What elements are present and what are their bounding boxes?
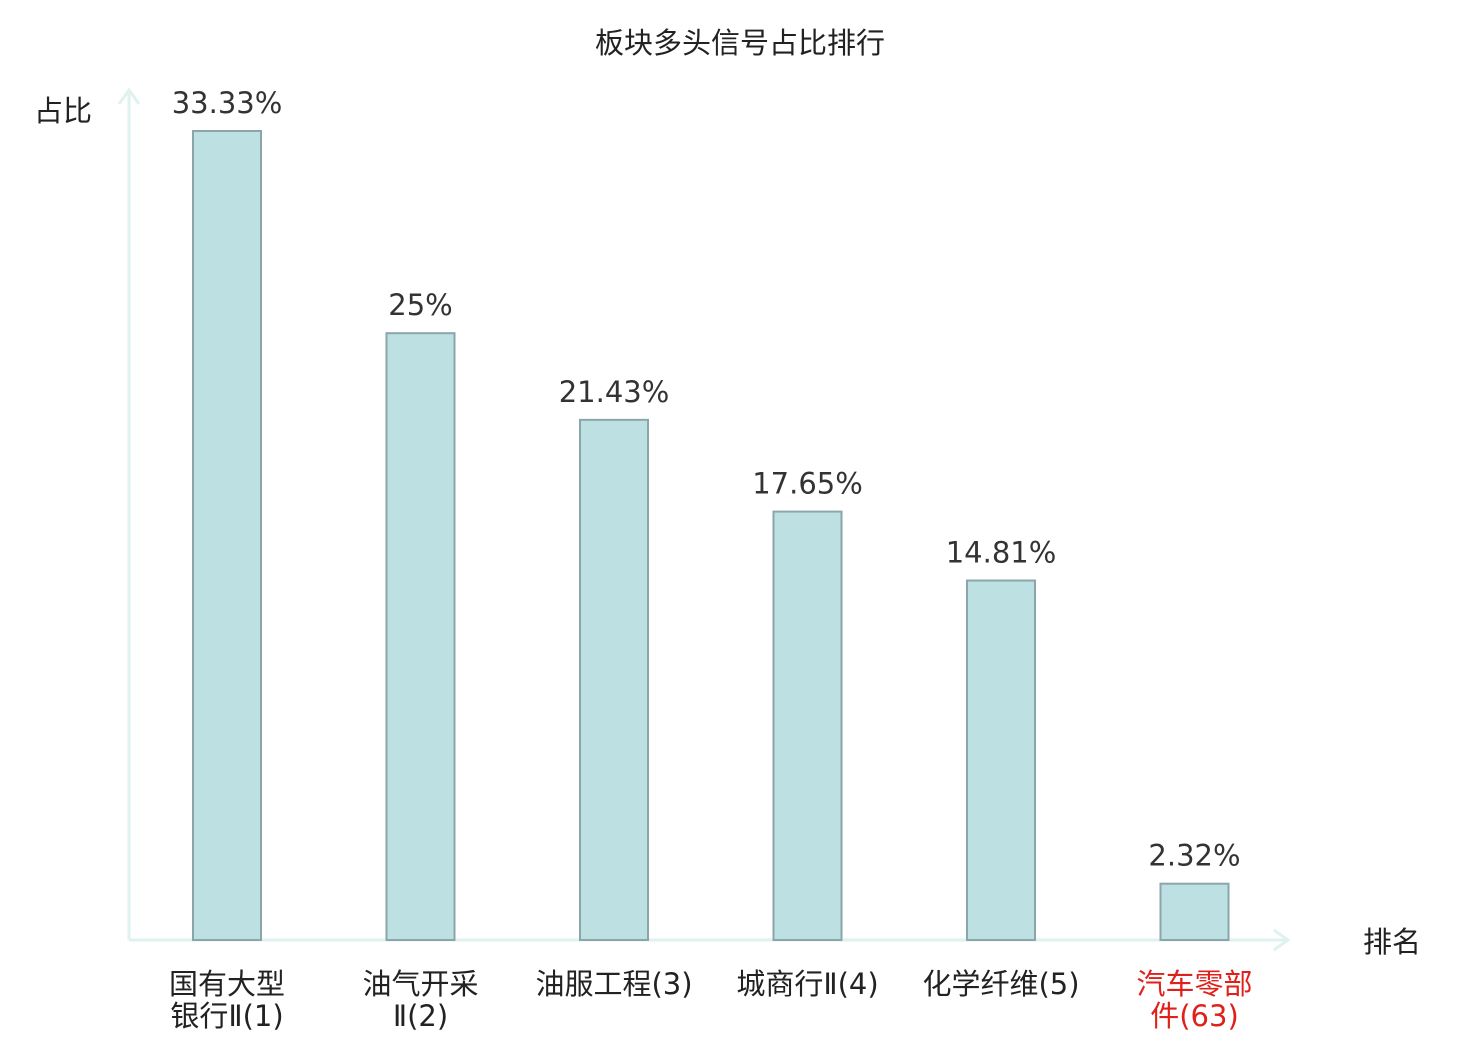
y-axis-arrow — [117, 87, 141, 105]
category-label: 油气开采 — [362, 967, 478, 1001]
bar-value-label: 21.43% — [559, 375, 670, 409]
bar — [966, 579, 1036, 941]
chart-title: 板块多头信号占比排行 — [595, 26, 885, 60]
y-axis — [117, 87, 141, 940]
bar — [385, 332, 456, 941]
bar-value-label: 2.32% — [1148, 839, 1240, 873]
bar — [1159, 882, 1230, 942]
bar-value-label: 25% — [388, 288, 452, 322]
category-label-highlight: 件(63) — [1150, 999, 1239, 1033]
category-label: 银行Ⅱ(1) — [170, 999, 283, 1033]
category-label: Ⅱ(2) — [393, 999, 448, 1033]
y-axis-label: 占比 — [34, 94, 92, 128]
bar-value-label: 33.33% — [172, 86, 283, 120]
category-label: 国有大型 — [169, 967, 285, 1001]
bars — [192, 130, 1230, 942]
bar-value-label: 17.65% — [752, 467, 863, 501]
category-label: 城商行Ⅱ(4) — [736, 967, 878, 1001]
bar — [192, 130, 262, 941]
bar — [579, 418, 649, 942]
x-axis — [129, 928, 1291, 952]
x-axis-label: 排名 — [1363, 925, 1421, 959]
x-axis-arrow — [1273, 928, 1291, 952]
category-label: 油服工程(3) — [535, 967, 692, 1001]
category-label: 化学纤维(5) — [922, 967, 1079, 1001]
bar — [772, 510, 843, 941]
bar-value-label: 14.81% — [946, 536, 1057, 570]
value-labels: 33.33% 25% 21.43% 17.65% 14.81% 2.32% — [172, 86, 1241, 873]
category-label-highlight: 汽车零部 — [1136, 967, 1252, 1001]
